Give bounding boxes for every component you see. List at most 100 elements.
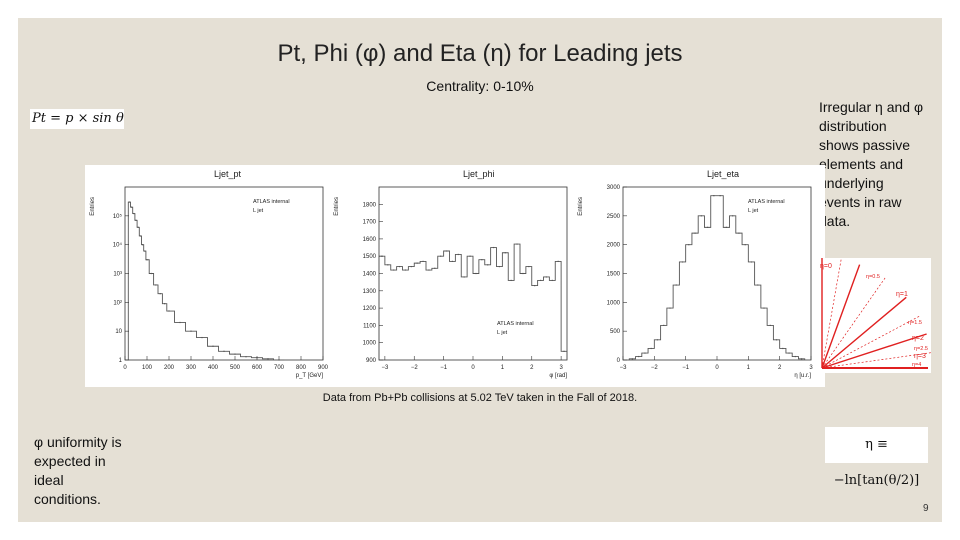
cone-eta-label: η=4 bbox=[912, 362, 921, 368]
histogram-bin bbox=[416, 262, 418, 264]
left-note-line: conditions. bbox=[34, 491, 101, 507]
x-axis-label: φ [rad] bbox=[549, 373, 567, 379]
x-tick-label: 600 bbox=[252, 365, 263, 371]
right-note-line: underlying bbox=[819, 175, 884, 191]
cone-eta-label: η=3 bbox=[914, 353, 926, 360]
histogram-bin bbox=[463, 276, 465, 278]
atlas-annotation: ATLAS internal bbox=[497, 321, 534, 327]
cone-eta-label: η=1 bbox=[896, 291, 908, 298]
y-tick-label: 10² bbox=[113, 300, 122, 306]
histogram-bin bbox=[557, 260, 559, 262]
right-note-line: shows passive bbox=[819, 137, 911, 153]
plot-frame bbox=[622, 186, 812, 361]
x-tick-label: 3 bbox=[559, 365, 563, 371]
y-tick-label: 2000 bbox=[607, 243, 621, 249]
cone-eta-line bbox=[821, 333, 927, 369]
histogram-bin bbox=[164, 303, 166, 305]
histogram-bin bbox=[750, 261, 753, 263]
histogram-bin bbox=[782, 347, 784, 350]
x-tick-label: 0 bbox=[715, 365, 719, 371]
histogram-bin bbox=[139, 235, 141, 237]
x-axis-label: p_T [GeV] bbox=[296, 373, 324, 379]
histogram-bin bbox=[135, 219, 137, 221]
y-tick-label: 0 bbox=[617, 358, 621, 364]
histogram-bin bbox=[763, 307, 765, 309]
cone-eta-line bbox=[821, 259, 842, 369]
y-tick-label: 1000 bbox=[607, 300, 621, 306]
histogram-bin bbox=[223, 350, 225, 352]
x-tick-label: 200 bbox=[164, 365, 175, 371]
histogram-bin bbox=[563, 350, 565, 352]
histogram-bin bbox=[650, 347, 652, 350]
cone-eta-label: η=0.5 bbox=[866, 274, 880, 280]
histogram-bin bbox=[150, 272, 152, 275]
histogram-bin bbox=[212, 345, 214, 347]
histogram-bin bbox=[713, 195, 715, 197]
histogram-bin bbox=[159, 293, 161, 295]
cone-eta-label: η=2.5 bbox=[914, 346, 928, 352]
histogram-bin bbox=[387, 264, 389, 266]
left-note: φ uniformity is expected in ideal condit… bbox=[34, 433, 144, 509]
cone-eta-line bbox=[821, 316, 920, 369]
y-tick-label: 10⁴ bbox=[113, 242, 123, 249]
y-tick-label: 1700 bbox=[363, 220, 377, 226]
x-tick-label: 2 bbox=[530, 365, 534, 371]
histogram-bin bbox=[457, 253, 459, 256]
histogram-bin bbox=[234, 353, 236, 355]
x-tick-label: −3 bbox=[620, 365, 628, 371]
y-tick-label: 1800 bbox=[363, 202, 377, 208]
histogram-bin bbox=[757, 284, 759, 286]
x-tick-label: 500 bbox=[230, 365, 241, 371]
atlas-annotation: ATLAS internal bbox=[748, 199, 785, 205]
histogram-bin bbox=[398, 265, 401, 268]
y-tick-label: 10 bbox=[115, 329, 122, 335]
left-note-line: φ uniformity is bbox=[34, 434, 122, 450]
x-tick-label: 300 bbox=[186, 365, 197, 371]
histogram-bin bbox=[434, 267, 436, 269]
left-note-line: ideal bbox=[34, 472, 64, 488]
histogram-bin bbox=[168, 310, 170, 312]
histogram-bin bbox=[469, 255, 471, 257]
histogram-bin bbox=[146, 259, 148, 261]
histogram-bin bbox=[510, 279, 512, 282]
histogram-bin bbox=[142, 244, 144, 246]
y-tick-label: 1500 bbox=[363, 254, 377, 260]
histogram-bin bbox=[775, 339, 778, 341]
histogram-series-line bbox=[378, 243, 568, 360]
eta-cone-diagram: η=0 η=0.5 η=1 η=1.5 η=2 η=2.5 η=3 η=4 bbox=[816, 258, 931, 373]
histogram-bin bbox=[445, 250, 448, 252]
histogram-bin bbox=[128, 201, 130, 203]
x-tick-label: 2 bbox=[778, 365, 782, 371]
page-number: 9 bbox=[923, 503, 929, 514]
pt-histogram: Ljet_pt 0 100 200 300 400 500 600 700 800 900 1 10 10… bbox=[90, 169, 329, 379]
histogram-bin bbox=[440, 255, 442, 257]
histogram-bin bbox=[481, 259, 483, 261]
histogram-bin bbox=[694, 232, 696, 234]
atlas-annotation: L jet bbox=[748, 208, 759, 214]
histogram-bin bbox=[688, 244, 690, 246]
cone-eta-label: η=0 bbox=[820, 263, 832, 270]
data-caption: Data from Pb+Pb collisions at 5.02 TeV t… bbox=[322, 392, 638, 404]
right-note-line: events in raw bbox=[819, 194, 902, 210]
histogram-bin bbox=[492, 246, 495, 249]
histogram-bin bbox=[404, 269, 407, 271]
histogram-bin bbox=[769, 324, 771, 326]
histogram-bin bbox=[663, 324, 665, 326]
y-tick-label: 1600 bbox=[363, 237, 377, 243]
slide: Pt, Phi (φ) and Eta (η) for Leading jets… bbox=[18, 18, 942, 522]
histogram-bin bbox=[738, 232, 740, 234]
y-tick-label: 2500 bbox=[607, 214, 621, 220]
histogram-bin bbox=[422, 260, 424, 262]
histogram-bin bbox=[528, 265, 530, 268]
x-axis-label: η [u.r.] bbox=[794, 373, 811, 379]
cone-eta-label: η=2 bbox=[912, 335, 924, 342]
x-tick-label: −3 bbox=[381, 365, 389, 371]
x-tick-label: −1 bbox=[682, 365, 690, 371]
histogram-bin bbox=[669, 307, 671, 309]
histogram-bin bbox=[534, 285, 536, 287]
histogram-bin bbox=[498, 265, 501, 268]
atlas-annotation: L jet bbox=[497, 330, 508, 336]
x-tick-label: 0 bbox=[123, 365, 127, 371]
y-tick-label: 500 bbox=[610, 329, 621, 335]
histogram-bin bbox=[451, 260, 454, 262]
